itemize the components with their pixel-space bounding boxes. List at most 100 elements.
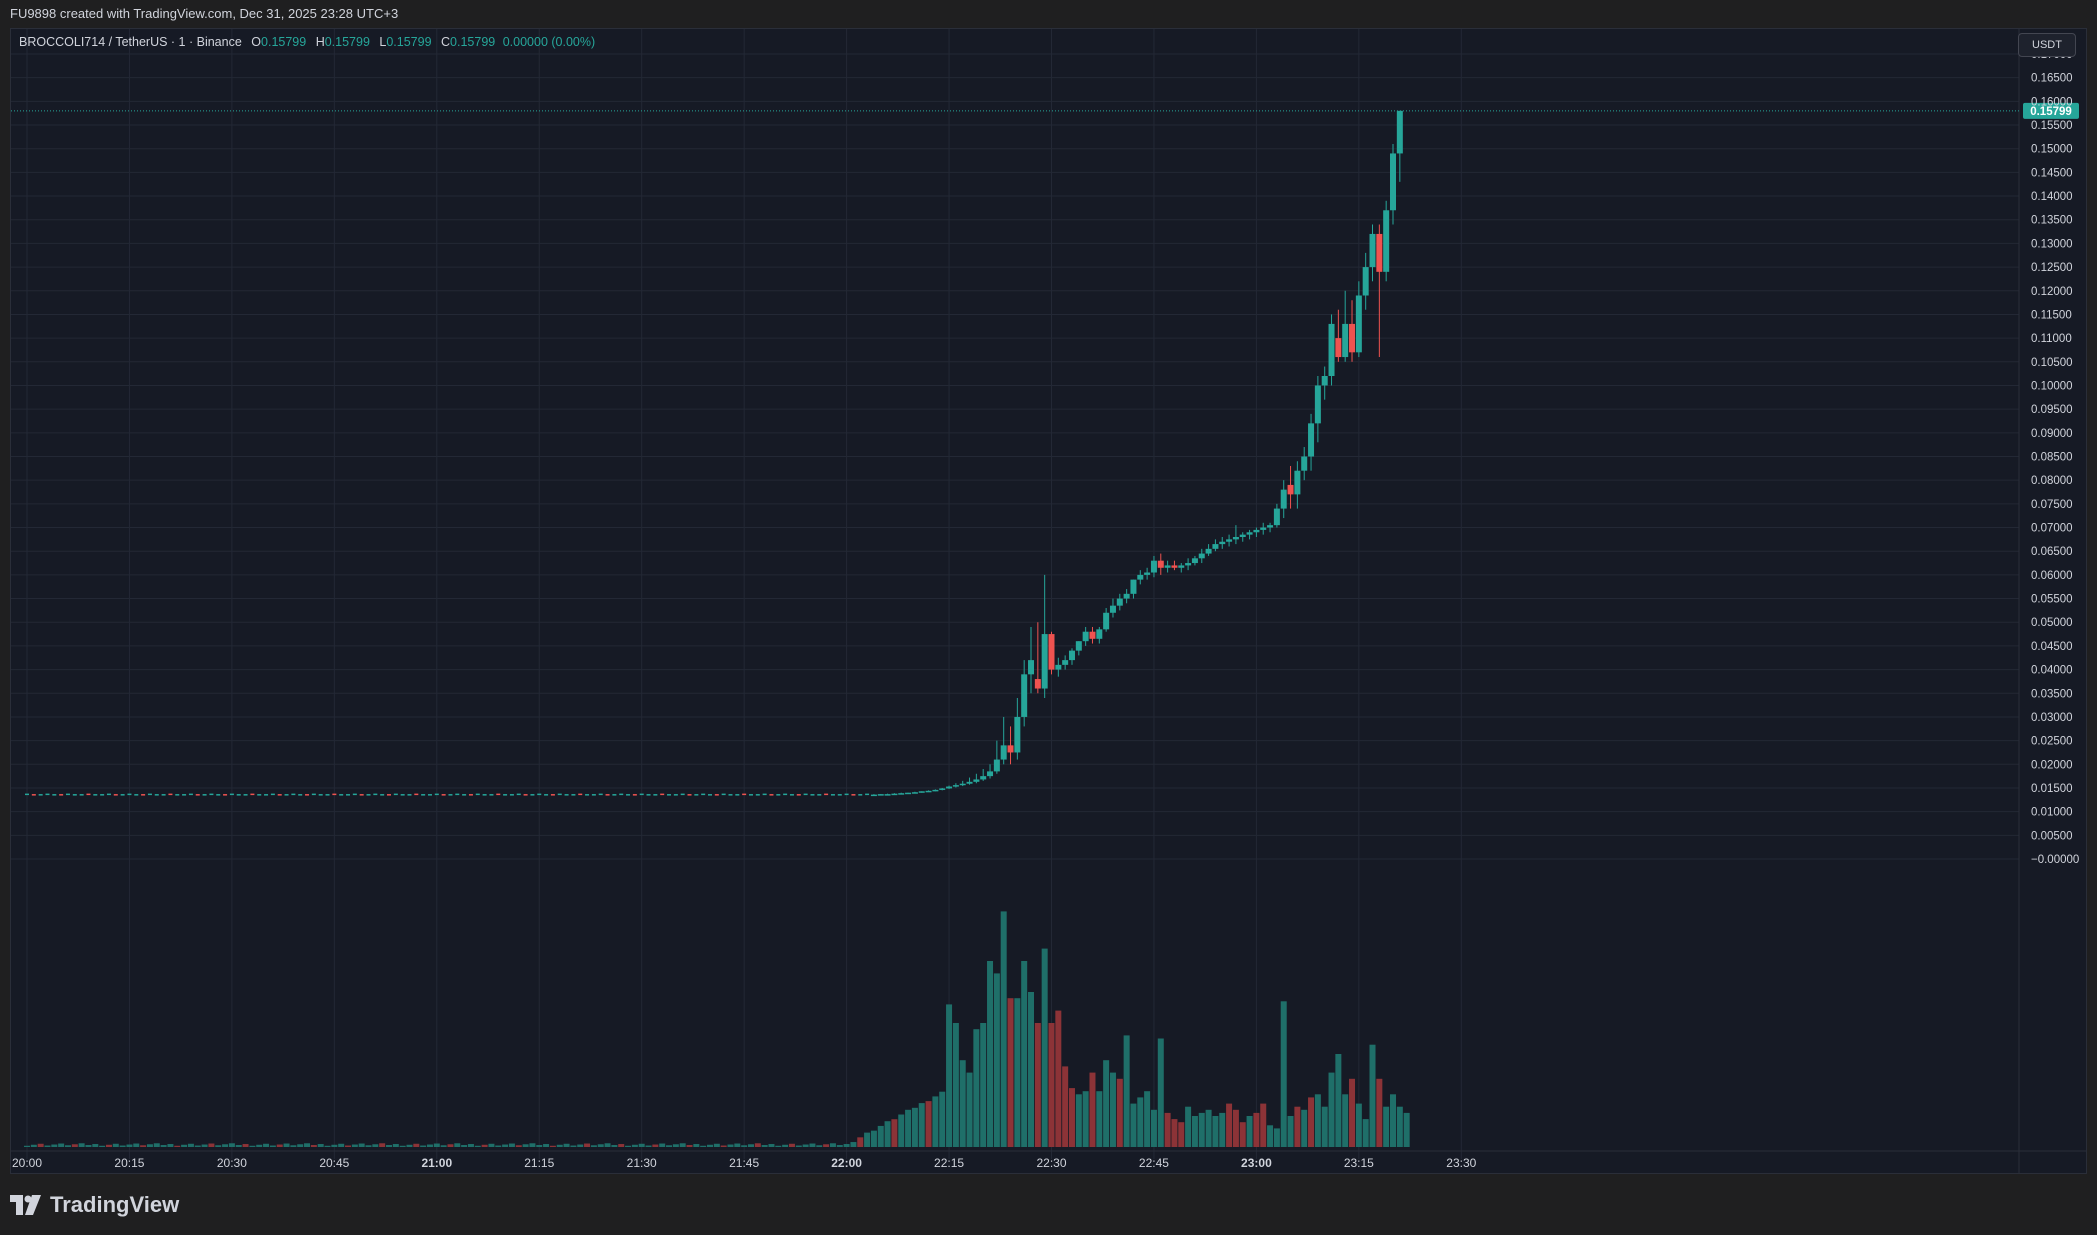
candle: [250, 793, 255, 796]
candle: [38, 794, 43, 796]
volume-bar: [652, 1144, 659, 1147]
volume-bar: [351, 1144, 358, 1147]
volume-bar: [30, 1144, 37, 1147]
volume-bar: [1109, 1072, 1116, 1147]
candle-body: [1137, 574, 1144, 580]
volume-bar: [1123, 1035, 1130, 1147]
volume-bar: [720, 1145, 727, 1147]
last-price-label: 0.15799: [2030, 106, 2072, 118]
y-tick-label: 0.14000: [2031, 191, 2073, 203]
candle: [728, 794, 733, 796]
candle-body: [1246, 532, 1253, 535]
volume-bar: [358, 1143, 365, 1147]
candle: [154, 794, 159, 796]
candle: [455, 793, 460, 796]
volume-bar: [864, 1132, 871, 1147]
candle-body: [905, 792, 912, 795]
candle-body: [1055, 664, 1062, 670]
candle: [503, 794, 508, 796]
candle: [680, 793, 685, 796]
volume-bar: [1096, 1091, 1103, 1147]
y-tick-label: 0.07500: [2031, 499, 2073, 511]
candle: [844, 793, 849, 796]
candle-body: [911, 792, 918, 794]
volume-bar: [611, 1145, 618, 1147]
volume-bar: [700, 1145, 707, 1147]
volume-bar: [1041, 948, 1048, 1147]
candle: [714, 794, 719, 796]
volume-bar: [215, 1145, 222, 1147]
volume-bar: [713, 1143, 720, 1147]
candle-body: [1014, 716, 1021, 753]
candle: [769, 794, 774, 796]
y-tick-label: 0.09500: [2031, 404, 2073, 416]
volume-bar: [1164, 1112, 1171, 1147]
volume-bar: [836, 1145, 843, 1147]
volume-bar: [1048, 1023, 1055, 1147]
volume-bar: [877, 1125, 884, 1147]
candle-body: [1212, 544, 1219, 549]
x-tick-label: 23:00: [1241, 1156, 1272, 1170]
symbol-name: BROCCOLI714 / TetherUS · 1 · Binance: [19, 35, 242, 49]
y-tick-label: 0.08500: [2031, 452, 2073, 464]
candle: [626, 794, 631, 796]
volume-bar: [331, 1144, 338, 1147]
candle: [236, 794, 241, 796]
volume-bar: [782, 1144, 789, 1147]
candlestick-chart[interactable]: 0.15799 0.170000.165000.160000.155000.15…: [11, 29, 2086, 1173]
candle: [209, 793, 214, 796]
candle: [202, 794, 207, 796]
candle: [660, 793, 665, 796]
close-value: 0.15799: [450, 35, 496, 49]
volume-bar: [993, 973, 1000, 1147]
volume-bar: [290, 1145, 297, 1147]
candle: [332, 793, 337, 796]
volume-bar: [297, 1144, 304, 1147]
currency-button[interactable]: USDT: [2018, 33, 2076, 57]
volume-bar: [1034, 1023, 1041, 1147]
volume-bar: [201, 1144, 208, 1147]
candle-body: [870, 794, 877, 797]
candle: [530, 794, 535, 796]
candle: [578, 793, 583, 796]
candle-body: [1205, 548, 1212, 554]
volume-bar: [433, 1143, 440, 1147]
volume-bar: [58, 1143, 65, 1147]
volume-bar: [474, 1145, 481, 1147]
tradingview-logo[interactable]: TradingView: [10, 1188, 179, 1222]
candle: [523, 794, 528, 796]
candle: [591, 794, 596, 796]
candle: [339, 794, 344, 796]
y-tick-label: 0.13000: [2031, 238, 2073, 250]
candle-body: [1226, 539, 1233, 542]
volume-bar: [454, 1143, 461, 1147]
candle: [735, 794, 740, 796]
y-tick-label: 0.00500: [2031, 830, 2073, 842]
candle-body: [939, 788, 946, 790]
volume-bar: [1273, 1128, 1280, 1147]
x-tick-label: 21:45: [729, 1156, 759, 1170]
volume-bar: [1212, 1116, 1219, 1147]
candle: [742, 793, 747, 796]
candle: [223, 794, 228, 796]
volume-bar: [905, 1109, 912, 1147]
volume-bar: [365, 1145, 372, 1147]
candle-body: [959, 783, 966, 786]
y-tick-label: 0.06500: [2031, 546, 2073, 558]
volume-bar: [345, 1145, 352, 1147]
volume-bar: [1383, 1106, 1390, 1147]
candle: [421, 794, 426, 796]
volume-bar: [522, 1144, 529, 1147]
candle: [496, 793, 501, 796]
candle-body: [1219, 541, 1226, 545]
candle: [243, 794, 248, 796]
candle-body: [1068, 650, 1075, 661]
volume-bar: [1219, 1112, 1226, 1147]
candle: [653, 794, 658, 796]
candle-body: [1362, 267, 1369, 296]
chart-pane[interactable]: 0.15799 0.170000.165000.160000.155000.15…: [10, 28, 2087, 1174]
volume-bar: [1137, 1097, 1144, 1147]
candle-body: [1000, 745, 1007, 760]
volume-bar: [590, 1145, 597, 1147]
volume-bar: [816, 1145, 823, 1147]
